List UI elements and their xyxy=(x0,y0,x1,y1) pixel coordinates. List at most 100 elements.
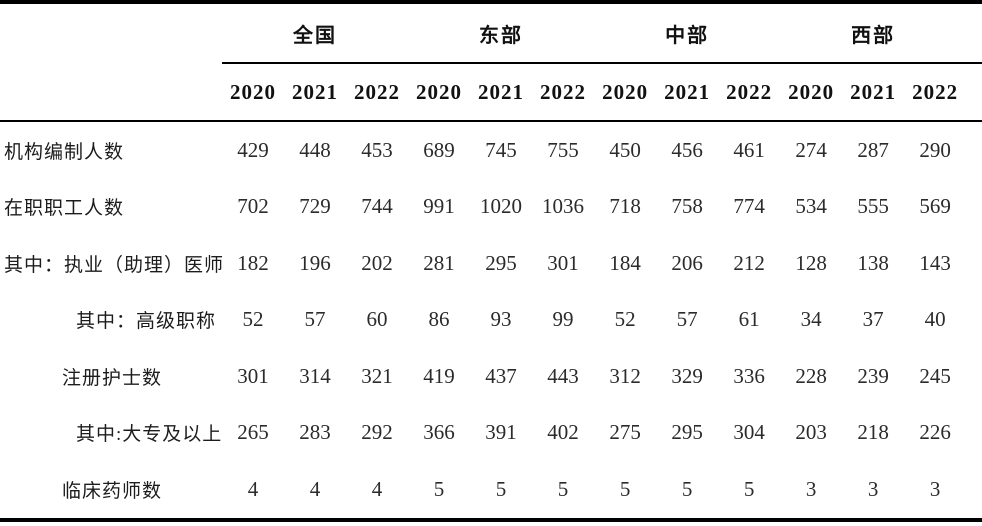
value-cell: 321 xyxy=(361,363,393,388)
value-cell: 274 xyxy=(795,137,827,162)
table-row: 其中：执业（助理）医师 182 196 202 281 295 301 184 206 212 12… xyxy=(0,235,982,292)
value-cell: 295 xyxy=(485,250,517,275)
value-cell: 419 xyxy=(423,363,455,388)
value-cell: 744 xyxy=(361,194,393,219)
value-cell: 304 xyxy=(733,420,765,445)
column-group-label: 中部 xyxy=(594,2,781,64)
value-cell: 702 xyxy=(237,194,269,219)
value-cell: 569 xyxy=(919,194,951,219)
value-cell: 774 xyxy=(733,194,765,219)
row-spacer xyxy=(966,405,982,462)
row-label: 其中：高级职称 xyxy=(76,311,217,333)
row-spacer xyxy=(966,348,982,405)
value-cell: 218 xyxy=(857,420,889,445)
row-spacer xyxy=(966,461,982,520)
value-cell: 534 xyxy=(795,194,827,219)
value-cell: 448 xyxy=(299,137,331,162)
year-header: 2020 xyxy=(222,63,284,122)
value-cell: 202 xyxy=(361,250,393,275)
row-label: 临床药师数 xyxy=(62,480,163,502)
value-cell: 295 xyxy=(671,420,703,445)
year-header: 2022 xyxy=(532,63,595,122)
value-cell: 3 xyxy=(867,476,879,501)
value-cell: 265 xyxy=(237,420,269,445)
value-cell: 128 xyxy=(795,250,827,275)
value-cell: 40 xyxy=(924,307,946,332)
value-cell: 4 xyxy=(371,476,383,501)
row-spacer xyxy=(966,179,982,236)
value-cell: 245 xyxy=(919,363,951,388)
table-row: 其中：高级职称 52 57 60 86 93 99 52 57 61 34 37 40 xyxy=(0,292,982,349)
value-cell: 184 xyxy=(609,250,641,275)
value-cell: 143 xyxy=(919,250,951,275)
value-cell: 283 xyxy=(299,420,331,445)
row-spacer xyxy=(966,292,982,349)
value-cell: 301 xyxy=(237,363,269,388)
year-header: 2020 xyxy=(594,63,657,122)
value-cell: 4 xyxy=(309,476,321,501)
value-cell: 1020 xyxy=(480,194,523,219)
value-cell: 61 xyxy=(738,307,760,332)
value-cell: 4 xyxy=(247,476,259,501)
group-row-spacer xyxy=(966,2,982,64)
group-header-row: 全国 东部 中部 西部 xyxy=(0,2,982,64)
value-cell: 5 xyxy=(433,476,445,501)
value-cell: 93 xyxy=(490,307,512,332)
value-cell: 314 xyxy=(299,363,331,388)
value-cell: 336 xyxy=(733,363,765,388)
table-row: 注册护士数 301 314 321 419 437 443 312 329 336 228 239 24… xyxy=(0,348,982,405)
value-cell: 555 xyxy=(857,194,889,219)
value-cell: 1036 xyxy=(542,194,585,219)
value-cell: 206 xyxy=(671,250,703,275)
year-header: 2021 xyxy=(842,63,905,122)
value-cell: 450 xyxy=(609,137,641,162)
value-cell: 52 xyxy=(614,307,636,332)
value-cell: 275 xyxy=(609,420,641,445)
value-cell: 37 xyxy=(862,307,884,332)
table-row: 在职职工人数 702 729 744 991 1020 1036 718 758 774 534 55… xyxy=(0,179,982,236)
value-cell: 301 xyxy=(547,250,579,275)
value-cell: 52 xyxy=(242,307,264,332)
year-row-spacer xyxy=(966,63,982,122)
year-header: 2022 xyxy=(904,63,967,122)
value-cell: 57 xyxy=(676,307,698,332)
value-cell: 443 xyxy=(547,363,579,388)
value-cell: 212 xyxy=(733,250,765,275)
year-header: 2021 xyxy=(656,63,719,122)
row-label: 其中：执业（助理）医师 xyxy=(4,254,225,276)
value-cell: 292 xyxy=(361,420,393,445)
row-label: 机构编制人数 xyxy=(4,141,125,163)
value-cell: 429 xyxy=(237,137,269,162)
year-header: 2021 xyxy=(284,63,346,122)
year-header: 2022 xyxy=(346,63,409,122)
value-cell: 3 xyxy=(805,476,817,501)
value-cell: 5 xyxy=(495,476,507,501)
value-cell: 228 xyxy=(795,363,827,388)
value-cell: 456 xyxy=(671,137,703,162)
table-row: 机构编制人数 429 448 453 689 745 755 450 456 461 274 287 2… xyxy=(0,121,982,179)
value-cell: 290 xyxy=(919,137,951,162)
value-cell: 991 xyxy=(423,194,455,219)
value-cell: 745 xyxy=(485,137,517,162)
value-cell: 312 xyxy=(609,363,641,388)
value-cell: 689 xyxy=(423,137,455,162)
value-cell: 402 xyxy=(547,420,579,445)
value-cell: 226 xyxy=(919,420,951,445)
year-row-corner-cell xyxy=(0,63,222,122)
table-row: 临床药师数 4 4 4 5 5 5 5 5 5 3 3 3 xyxy=(0,461,982,520)
value-cell: 60 xyxy=(366,307,388,332)
year-header: 2020 xyxy=(780,63,843,122)
column-group-label: 全国 xyxy=(222,2,409,64)
value-cell: 203 xyxy=(795,420,827,445)
value-cell: 391 xyxy=(485,420,517,445)
value-cell: 453 xyxy=(361,137,393,162)
row-spacer xyxy=(966,121,982,179)
year-header: 2020 xyxy=(408,63,471,122)
value-cell: 99 xyxy=(552,307,574,332)
value-cell: 718 xyxy=(609,194,641,219)
value-cell: 5 xyxy=(557,476,569,501)
table-row: 其中:大专及以上 265 283 292 366 391 402 275 295 304 203 21… xyxy=(0,405,982,462)
value-cell: 329 xyxy=(671,363,703,388)
